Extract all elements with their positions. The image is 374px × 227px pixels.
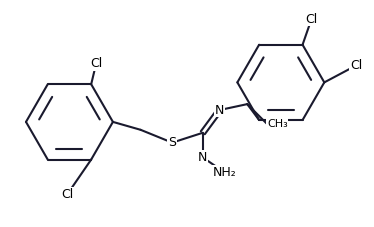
Text: Cl: Cl (61, 188, 74, 200)
Text: N: N (215, 104, 224, 116)
Text: S: S (168, 136, 176, 149)
Text: CH₃: CH₃ (267, 119, 288, 129)
Text: Cl: Cl (305, 13, 318, 26)
Text: N: N (198, 151, 208, 164)
Text: NH₂: NH₂ (213, 166, 236, 179)
Text: Cl: Cl (350, 59, 362, 72)
Text: Cl: Cl (90, 57, 102, 70)
